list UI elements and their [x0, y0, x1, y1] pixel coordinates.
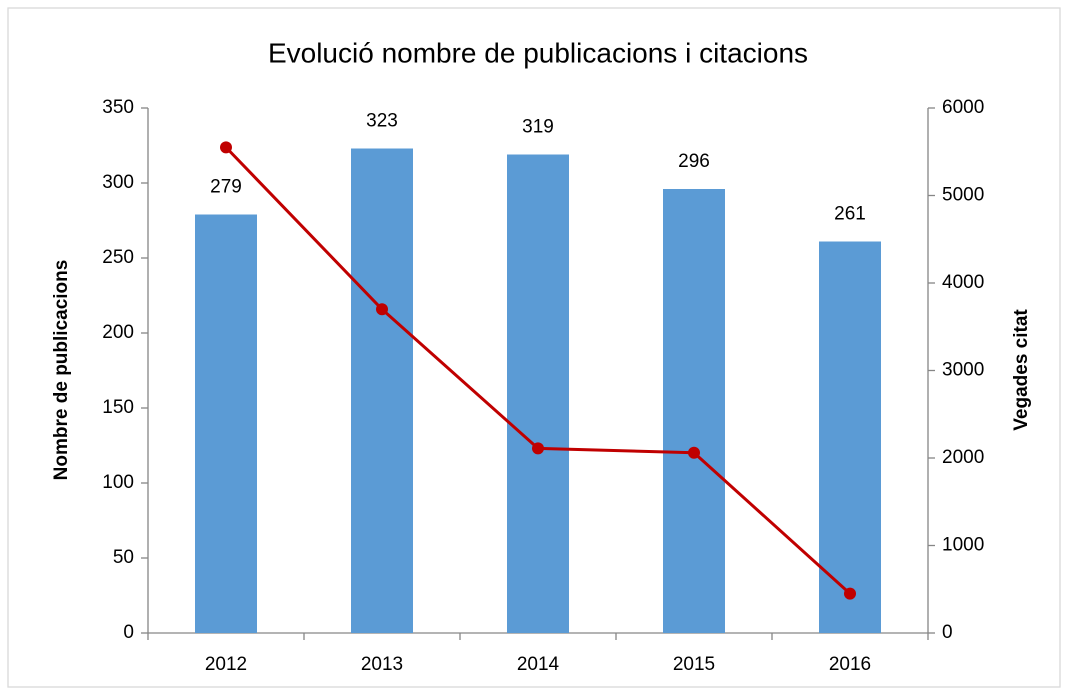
- point: [688, 446, 700, 459]
- data-label: 296: [678, 151, 710, 172]
- y2-tick-label: 5000: [942, 185, 984, 206]
- point: [376, 303, 388, 316]
- point: [220, 141, 232, 154]
- bar: [351, 148, 413, 633]
- bar: [507, 154, 569, 633]
- point: [844, 587, 856, 600]
- y2-tick-label: 3000: [942, 360, 984, 381]
- bar: [195, 214, 257, 633]
- x-tick-label: 2012: [205, 654, 247, 675]
- bar: [663, 189, 725, 633]
- y-tick-label: 50: [113, 547, 134, 568]
- y2-tick-label: 2000: [942, 447, 984, 468]
- data-label: 319: [522, 117, 554, 138]
- y-tick-label: 150: [102, 397, 134, 418]
- point: [532, 442, 544, 455]
- y-tick-label: 100: [102, 472, 134, 493]
- x-tick-label: 2013: [361, 654, 403, 675]
- y2-tick-label: 4000: [942, 272, 984, 293]
- y-tick-label: 250: [102, 247, 134, 268]
- data-label: 323: [366, 111, 398, 132]
- y-tick-label: 350: [102, 97, 134, 118]
- y2-tick-label: 1000: [942, 535, 984, 556]
- y-tick-label: 0: [123, 622, 134, 643]
- y-tick-label: 300: [102, 172, 134, 193]
- bar: [819, 241, 881, 633]
- chart-title: Evolució nombre de publicacions i citaci…: [268, 37, 808, 68]
- x-tick-label: 2014: [517, 654, 560, 675]
- y-tick-label: 200: [102, 322, 134, 343]
- data-label: 279: [210, 177, 242, 198]
- y-axis-label: Nombre de publicacions: [51, 260, 72, 481]
- y2-tick-label: 6000: [942, 97, 984, 118]
- y2-axis-label: Vegades citat: [1011, 309, 1032, 431]
- x-tick-label: 2016: [829, 654, 871, 675]
- x-tick-label: 2015: [673, 654, 715, 675]
- data-label: 261: [834, 204, 866, 225]
- y2-tick-label: 0: [942, 622, 953, 643]
